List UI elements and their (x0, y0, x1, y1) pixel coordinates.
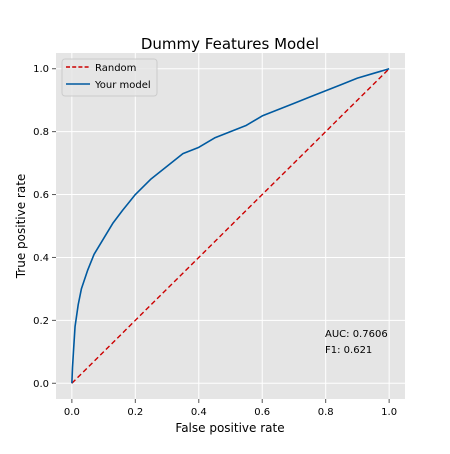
chart-title: Dummy Features Model (141, 35, 319, 53)
series-line-random (71, 68, 390, 384)
series-line-your-model (71, 67, 390, 384)
x-tick-label: 0.0 (64, 407, 80, 418)
y-axis-label: True positive rate (14, 174, 28, 280)
x-tick-label: 0.2 (127, 407, 143, 418)
x-axis-label: False positive rate (175, 421, 284, 435)
y-tick-label: 0.4 (33, 253, 49, 264)
x-tick-label: 0.4 (191, 407, 207, 418)
x-tick-label: 1.0 (381, 407, 397, 418)
x-tick-label: 0.6 (254, 407, 270, 418)
legend: Random Your model (61, 58, 158, 97)
legend-box (61, 58, 158, 97)
legend-label-your-model: Your model (94, 80, 151, 91)
auc-annotation: AUC: 0.7606 (325, 329, 388, 340)
y-tick-label: 0.6 (33, 190, 49, 201)
legend-label-random: Random (95, 63, 136, 74)
y-tick-label: 1.0 (33, 64, 49, 75)
y-tick-label: 0.0 (33, 379, 49, 390)
y-tick-label: 0.8 (33, 127, 49, 138)
f1-annotation: F1: 0.621 (325, 345, 372, 356)
x-tick-label: 0.8 (318, 407, 334, 418)
y-tick-label: 0.2 (33, 316, 49, 327)
